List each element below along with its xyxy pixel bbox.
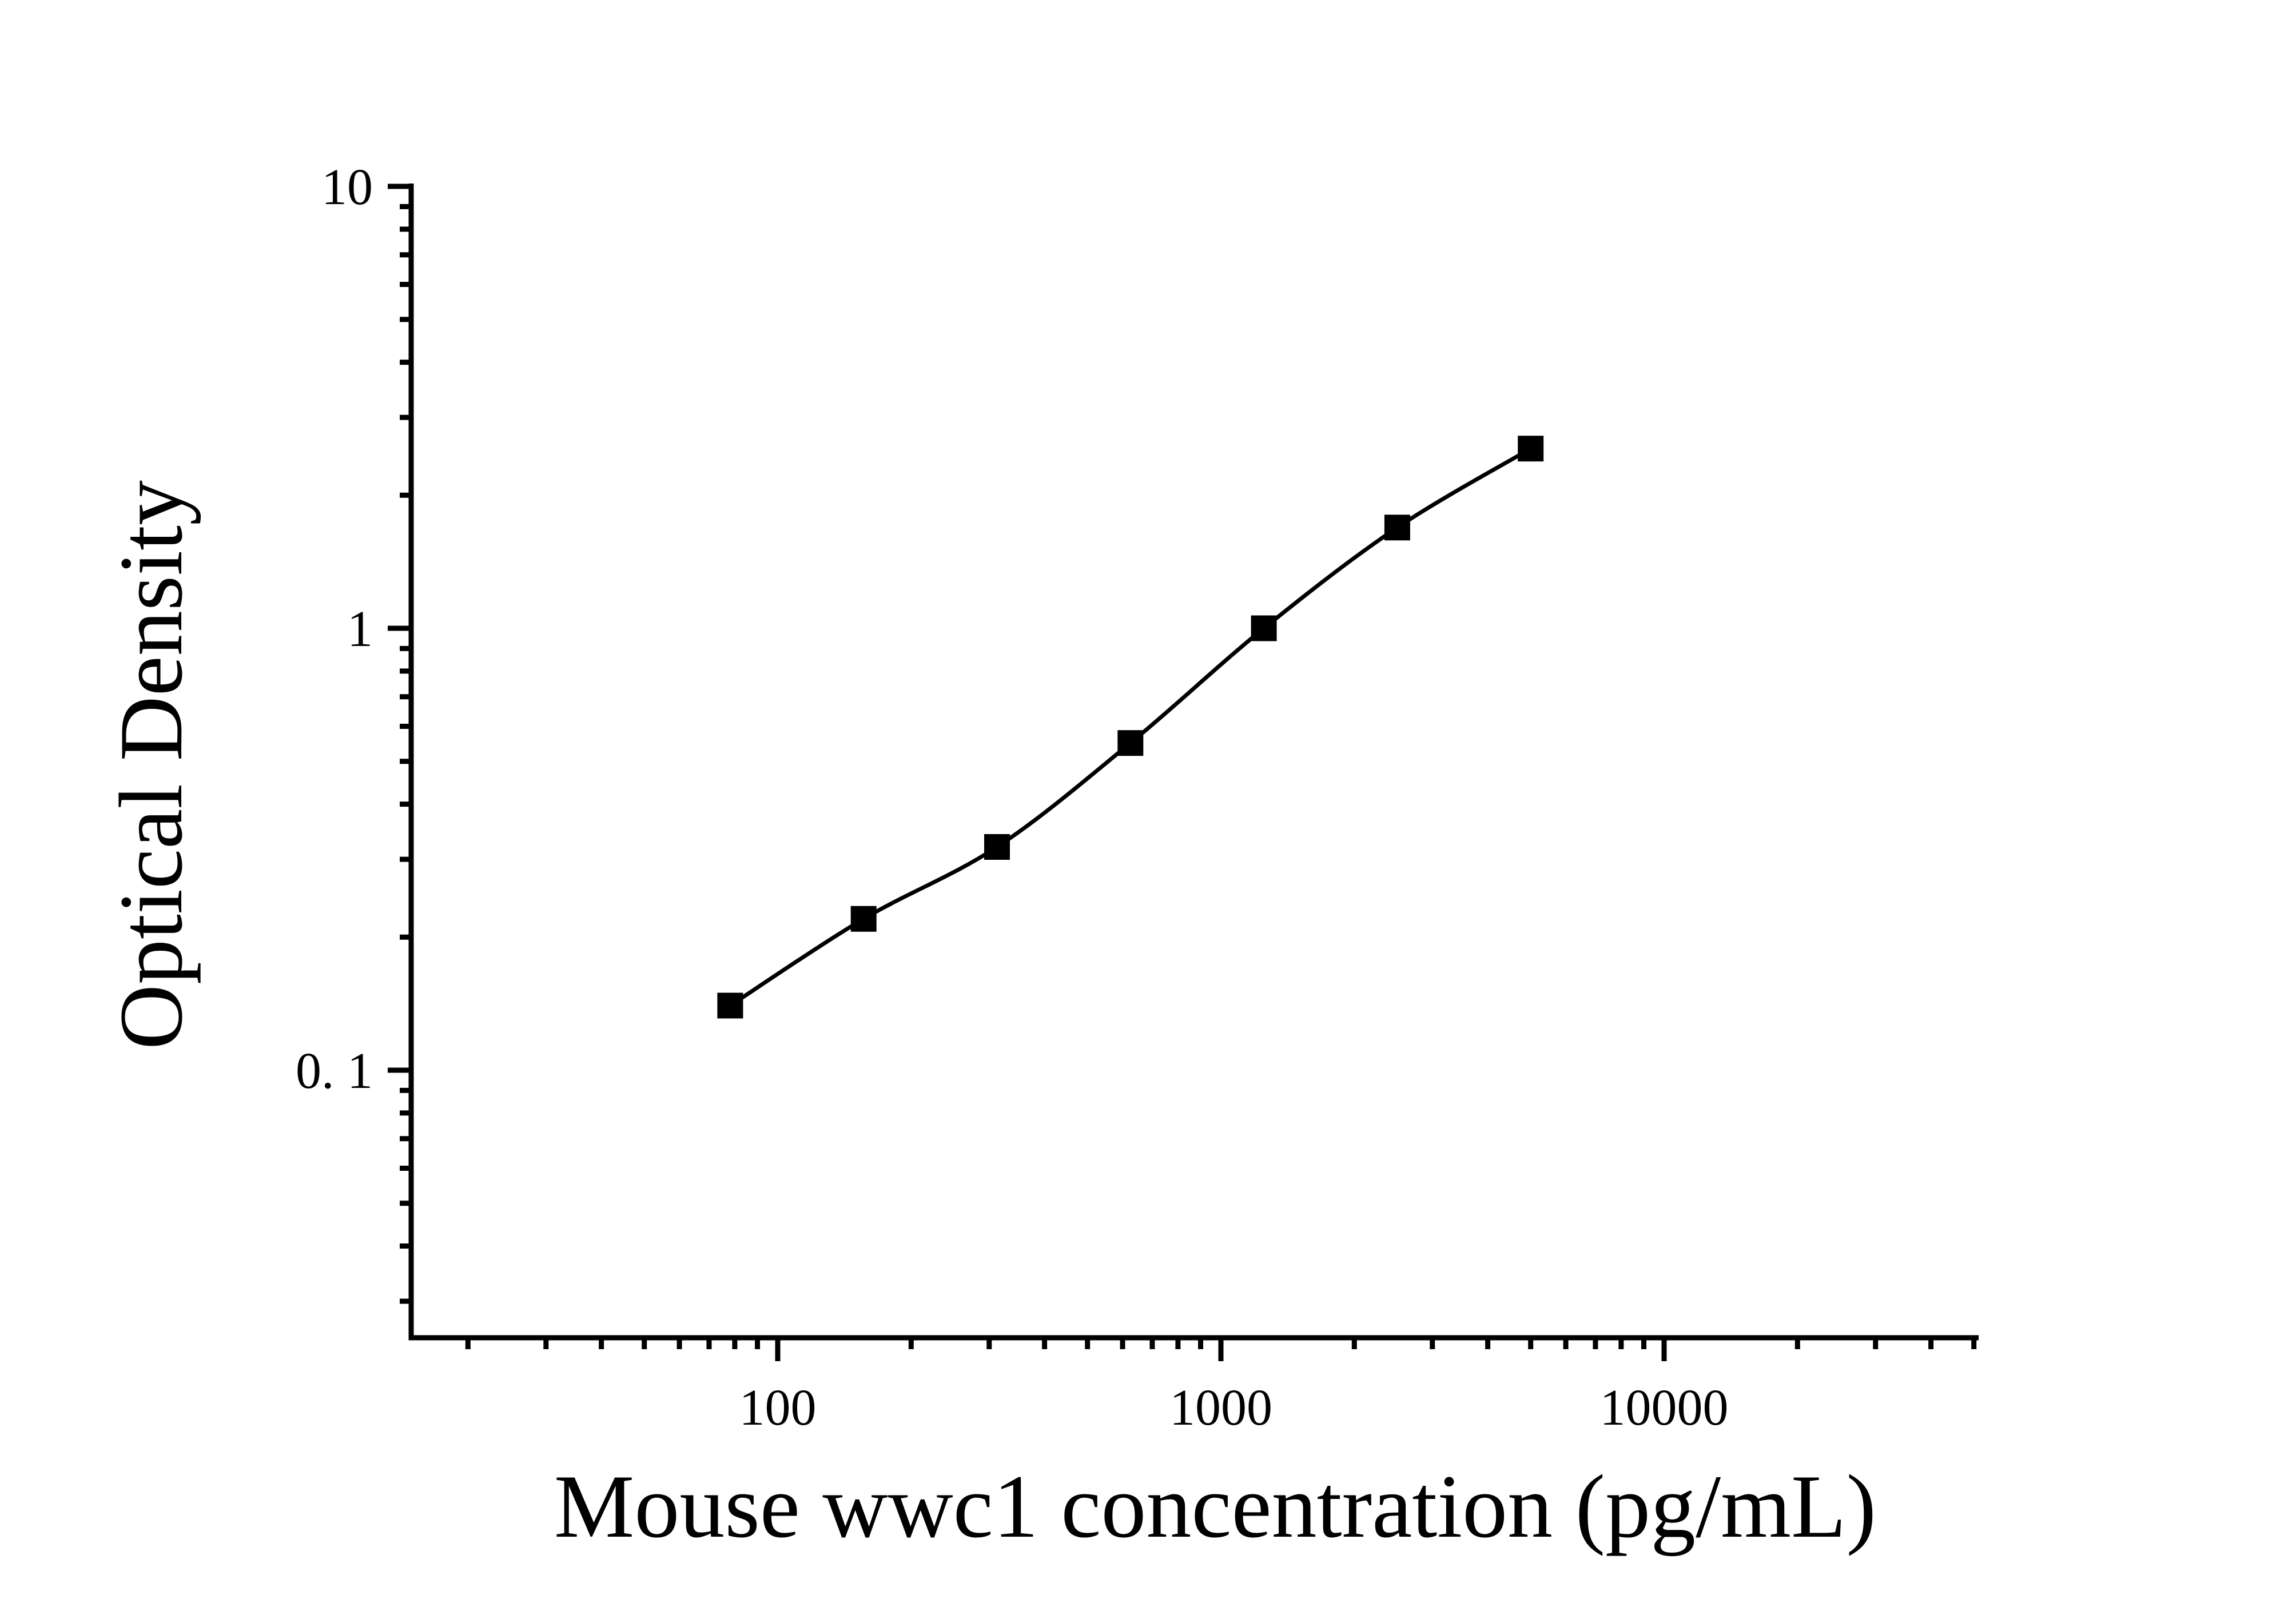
data-point-marker — [1518, 436, 1544, 462]
x-tick-label: 1000 — [1169, 1379, 1272, 1436]
x-tick-label: 100 — [739, 1379, 817, 1436]
y-tick-label: 0. 1 — [296, 1043, 373, 1099]
data-point-marker — [1117, 730, 1144, 756]
data-point-marker — [1384, 515, 1410, 541]
y-tick-label: 1 — [347, 601, 373, 657]
axis-lines — [408, 184, 1979, 1341]
y-tick-label: 10 — [321, 159, 373, 216]
data-point-marker — [717, 992, 743, 1019]
y-axis-title: Optical Density — [101, 480, 201, 1050]
axis-tick-labels: 100 1000 10000 10 1 0. 1 — [296, 159, 1729, 1436]
axis-ticks — [388, 184, 1977, 1361]
data-point-marker — [1251, 615, 1277, 641]
data-point-marker — [984, 834, 1010, 860]
axes — [408, 184, 1979, 1341]
x-tick-label: 10000 — [1600, 1379, 1729, 1436]
data-series — [717, 436, 1544, 1019]
data-point-marker — [850, 906, 877, 932]
x-axis-title: Mouse wwc1 concentration (pg/mL) — [554, 1457, 1876, 1557]
